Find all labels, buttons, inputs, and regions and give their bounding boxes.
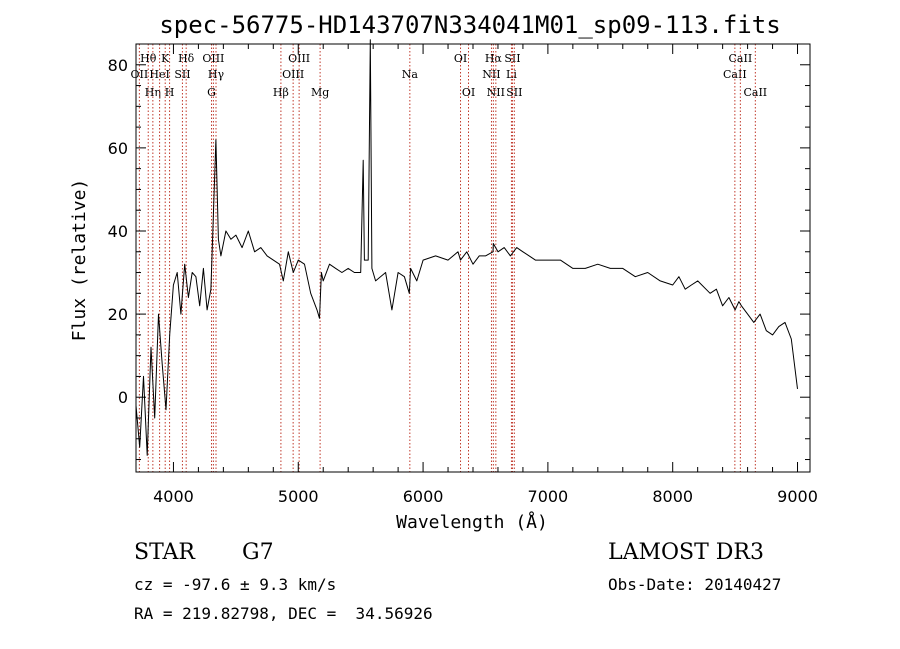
object-class: STAR: [134, 540, 195, 565]
y-tick-label: 60: [108, 139, 128, 158]
x-tick-label: 8000: [652, 487, 693, 506]
line-marker-label: OII: [131, 68, 149, 81]
line-marker-label: OI: [462, 86, 475, 99]
y-tick-label: 20: [108, 305, 128, 324]
line-marker-label: K: [161, 52, 170, 65]
line-marker-label: CaII: [723, 68, 747, 81]
y-tick-label: 80: [108, 56, 128, 75]
x-tick-label: 5000: [278, 487, 319, 506]
y-tick-label: 40: [108, 222, 128, 241]
line-marker-label: Li: [506, 68, 517, 81]
y-axis-label: Flux (relative): [69, 179, 90, 342]
line-marker-label: SII: [174, 68, 190, 81]
survey-name: LAMOST DR3: [608, 540, 764, 565]
line-marker-label: NII: [482, 68, 500, 81]
flux-series-line: [135, 39, 798, 456]
line-marker-label: H: [165, 86, 175, 99]
line-marker-label: Mg: [311, 86, 329, 99]
observation-date: Obs-Date: 20140427: [608, 575, 782, 594]
line-marker-label: NII: [487, 86, 505, 99]
line-marker-label: Hβ: [273, 86, 289, 99]
line-marker-label: OIII: [288, 52, 310, 65]
line-marker-label: Hδ: [178, 52, 195, 65]
redshift-readout: cz = -97.6 ± 9.3 km/s: [134, 575, 337, 594]
line-marker-label: HeI: [149, 68, 169, 81]
chart-title: spec-56775-HD143707N334041M01_sp09-113.f…: [159, 11, 780, 39]
line-marker-label: Hγ: [208, 68, 225, 81]
line-marker-label: Hη: [145, 86, 161, 99]
line-marker-label: Na: [402, 68, 419, 81]
x-axis-label: Wavelength (Å): [396, 511, 548, 533]
line-marker-label: Hθ: [140, 52, 157, 65]
x-tick-label: 4000: [153, 487, 194, 506]
line-marker-label: Hα: [485, 52, 503, 65]
line-markers: OII Hθ Hη HeI K H SII Hδ G OIII Hγ Hβ OIII OIII Mg Na OI…: [131, 44, 767, 472]
line-marker-label: CaII: [743, 86, 767, 99]
axis-ticks: 4000 5000 6000 7000 8000 9000 0 20 40 60 80: [108, 43, 818, 506]
line-marker-label: SII: [504, 52, 520, 65]
line-marker-label: OI: [454, 52, 467, 65]
plot-frame: [135, 43, 811, 473]
line-marker-label: OIII: [282, 68, 304, 81]
line-marker-label: SII: [506, 86, 522, 99]
line-marker-label: CaII: [729, 52, 753, 65]
series-layer: [135, 39, 798, 456]
x-tick-label: 6000: [403, 487, 444, 506]
y-tick-label: 0: [118, 388, 128, 407]
line-marker-label: OIII: [202, 52, 224, 65]
coordinates: RA = 219.82798, DEC = 34.56926: [134, 604, 433, 623]
spectral-subclass: G7: [242, 540, 274, 565]
x-tick-label: 9000: [777, 487, 818, 506]
x-tick-label: 7000: [528, 487, 569, 506]
line-marker-label: G: [207, 86, 216, 99]
